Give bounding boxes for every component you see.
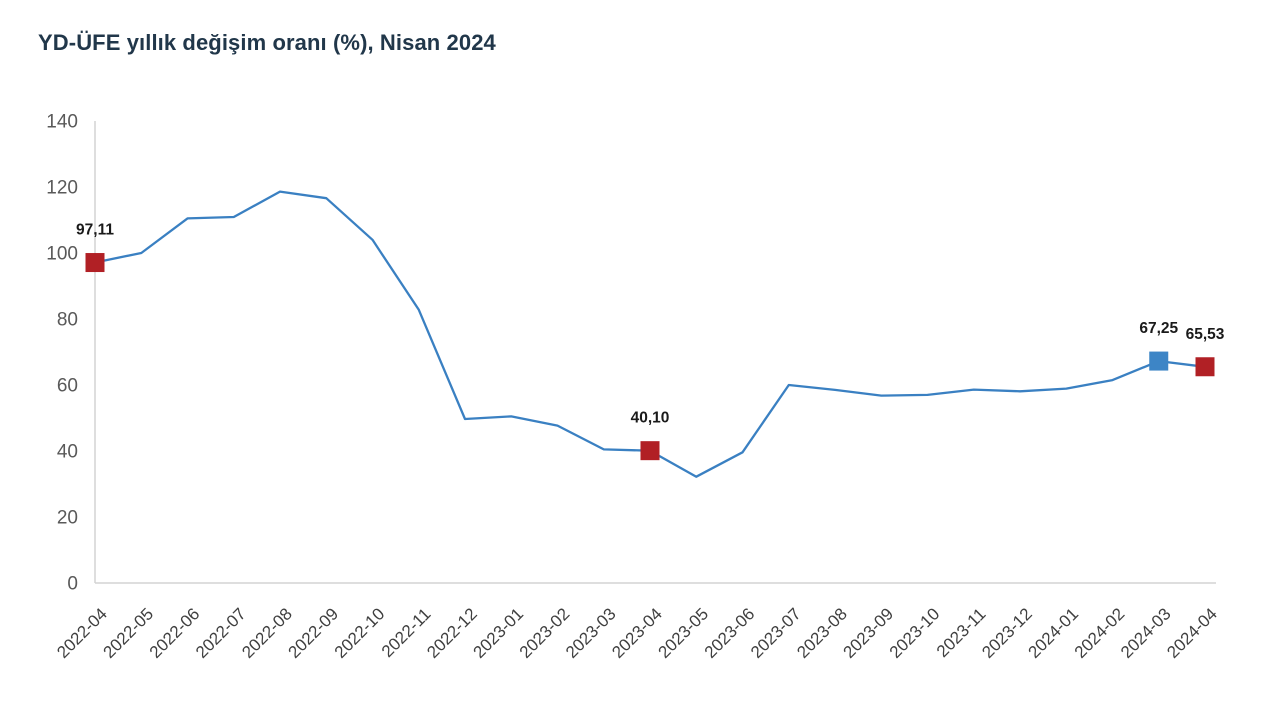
x-axis-tick-label: 2024-01: [1025, 604, 1083, 662]
data-point-marker-2022-04: [85, 253, 105, 273]
y-axis-tick-label: 0: [67, 574, 78, 595]
y-axis-tick-label: 80: [57, 310, 78, 331]
y-axis-tick-label: 20: [57, 508, 78, 529]
y-axis-tick-label: 100: [46, 244, 78, 265]
data-point-label-2024-04: 65,53: [1186, 326, 1225, 343]
y-axis-tick-label: 140: [46, 112, 78, 133]
data-point-marker-2023-04: [640, 441, 660, 461]
data-point-marker-2024-03: [1149, 351, 1169, 371]
x-axis-tick-label: 2023-12: [978, 604, 1036, 662]
x-axis-tick-label: 2023-03: [562, 604, 620, 662]
x-axis-tick-label: 2023-08: [793, 604, 851, 662]
x-axis-tick-label: 2022-08: [238, 604, 296, 662]
x-axis-tick-label: 2024-04: [1163, 604, 1221, 662]
data-point-label-2024-03: 67,25: [1139, 320, 1178, 337]
x-axis-tick-label: 2022-05: [100, 604, 158, 662]
x-axis-tick-label: 2024-03: [1117, 604, 1175, 662]
chart-title: YD-ÜFE yıllık değişim oranı (%), Nisan 2…: [38, 30, 496, 55]
data-point-label-2022-04: 97,11: [76, 222, 114, 239]
x-axis-tick-label: 2023-06: [701, 604, 759, 662]
x-axis-tick-label: 2023-07: [747, 604, 805, 662]
trend-line: [93, 190, 1207, 478]
x-axis-tick-label: 2022-07: [192, 604, 250, 662]
y-axis-tick-label: 120: [46, 178, 78, 199]
data-point-label-2023-04: 40,10: [631, 410, 670, 427]
y-axis-tick-label: 60: [57, 376, 78, 397]
data-point-marker-2024-04: [1195, 357, 1215, 377]
x-axis-tick-label: 2023-04: [608, 604, 666, 662]
x-axis-tick-label: 2023-10: [886, 604, 944, 662]
x-axis-tick-label: 2022-04: [53, 604, 111, 662]
x-axis-tick-label: 2022-12: [423, 604, 481, 662]
x-axis-tick-label: 2022-09: [285, 604, 343, 662]
x-axis-tick-label: 2023-05: [655, 604, 713, 662]
x-axis-tick-label: 2023-09: [840, 604, 898, 662]
x-axis-tick-label: 2022-06: [146, 604, 204, 662]
x-axis-tick-label: 2023-01: [470, 604, 528, 662]
x-axis-tick-label: 2022-10: [331, 604, 389, 662]
x-axis-tick-label: 2024-02: [1071, 604, 1129, 662]
y-axis-tick-label: 40: [57, 442, 78, 463]
x-axis-tick-label: 2023-02: [516, 604, 574, 662]
